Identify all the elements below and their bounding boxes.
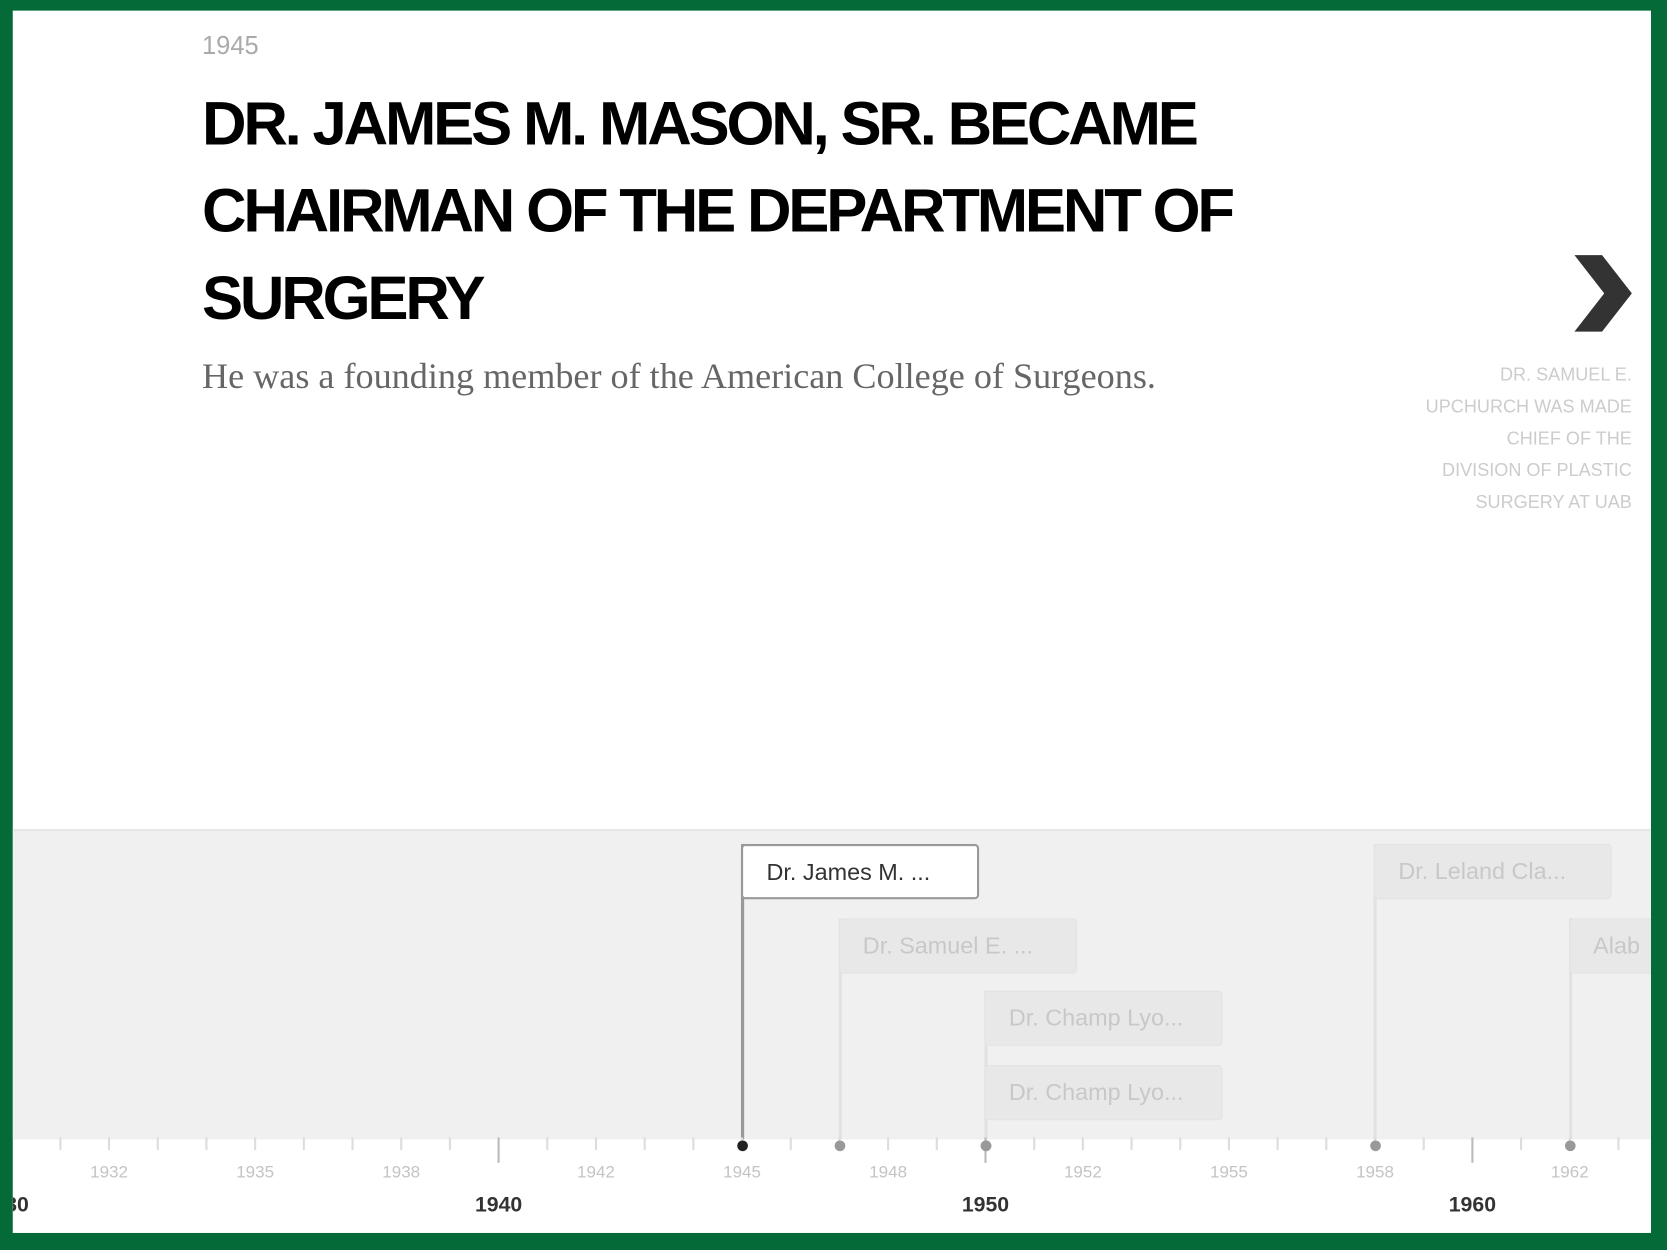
marker-line	[1373, 843, 1378, 1140]
minor-tick-label: 1945	[723, 1163, 761, 1182]
slide-date: 1945	[201, 31, 259, 61]
marker-dot	[737, 1140, 748, 1152]
major-tick-label: 1950	[962, 1193, 1009, 1217]
marker-dot	[1564, 1140, 1576, 1152]
timeline-marker[interactable]: Dr. Champ Lyo...	[984, 1065, 1223, 1121]
minor-tick-label: 1932	[90, 1163, 128, 1182]
timeline-nav: Dr. James M. ... Dr. Samuel E. ... Dr. Cha…	[12, 829, 1651, 1140]
minor-tick-label: 1942	[577, 1163, 615, 1182]
minor-tick-label: 1958	[1356, 1163, 1394, 1182]
marker-dot	[834, 1140, 846, 1152]
slide-headline: DR. JAMES M. MASON, SR. BECAME CHAIRMAN …	[201, 89, 1235, 333]
marker-line	[838, 918, 842, 1140]
next-button[interactable]	[1570, 251, 1636, 336]
minor-tick-label: 1938	[382, 1163, 420, 1182]
minor-tick-label: 1955	[1210, 1163, 1248, 1182]
timeline: 1945 DR. JAMES M. MASON, SR. BECAME CHAI…	[12, 10, 1651, 1233]
minor-tick-label: 1952	[1064, 1163, 1102, 1182]
slide-text: He was a founding member of the American…	[201, 357, 1156, 397]
minor-tick-label: 1948	[869, 1163, 907, 1182]
marker-line	[984, 990, 988, 1140]
timeline-marker[interactable]: Dr. Leland Cla...	[1373, 843, 1613, 900]
minor-tick-label: 1935	[236, 1163, 274, 1182]
major-tick-label: 1940	[475, 1193, 522, 1217]
timeline-marker[interactable]: Alab	[1568, 918, 1651, 974]
timeline-marker[interactable]: Dr. James M. ...	[740, 843, 980, 900]
time-axis: 1932 1935 1938 1942 1945 1948 1952 1955 1958 1962…	[13, 1137, 1620, 1217]
marker-dot	[980, 1140, 992, 1152]
marker-line	[740, 843, 745, 1140]
major-tick-label: 1960	[1449, 1193, 1496, 1217]
timeline-marker[interactable]: Dr. Samuel E. ...	[838, 918, 1077, 974]
minor-tick-label: 1962	[1551, 1163, 1589, 1182]
next-teaser[interactable]: DR. SAMUEL E. UPCHURCH WAS MADE CHIEF OF…	[1425, 364, 1632, 513]
timeline-marker[interactable]: Dr. Champ Lyo...	[984, 990, 1223, 1046]
marker-dot	[1370, 1140, 1381, 1152]
marker-line	[1568, 918, 1572, 1140]
major-tick-label: 30	[13, 1193, 29, 1217]
